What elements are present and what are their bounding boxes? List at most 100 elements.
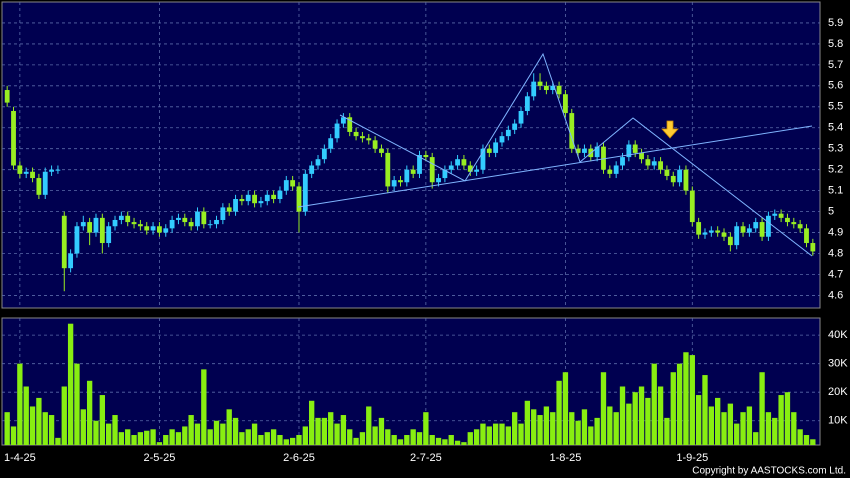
volume-bar — [442, 439, 448, 445]
trend-line — [339, 52, 813, 257]
candle-body — [734, 226, 740, 246]
candle-body — [543, 85, 549, 91]
volume-bar — [112, 415, 118, 445]
candle-body — [404, 169, 410, 183]
candle-body — [518, 110, 524, 124]
volume-bar — [784, 392, 791, 445]
volume-bar — [42, 412, 48, 445]
candle-body — [664, 169, 670, 176]
volume-bar — [429, 435, 435, 445]
volume-bar — [791, 412, 797, 445]
volume-bar — [607, 406, 613, 445]
volume-bar — [207, 429, 213, 445]
candle-body — [61, 215, 67, 269]
volume-bar — [600, 372, 607, 445]
volume-bar — [353, 437, 359, 445]
volume-bar — [4, 412, 10, 445]
candle-body — [766, 215, 771, 237]
candle-body — [740, 226, 746, 233]
candle-body — [639, 152, 644, 160]
volume-bar — [632, 392, 638, 445]
volume-bar — [657, 386, 664, 445]
candle-body — [493, 142, 499, 153]
volume-bar — [524, 400, 531, 445]
volume-bar — [48, 415, 55, 445]
candle-body — [582, 148, 587, 153]
candle-body — [753, 222, 759, 229]
candle-body — [607, 169, 613, 174]
candle-body — [353, 131, 359, 137]
volume-bar — [619, 386, 626, 445]
volume-bar — [118, 432, 125, 445]
candle-body — [537, 81, 543, 86]
y-tick-label: 5.4 — [828, 122, 843, 134]
candle-body — [436, 178, 441, 183]
volume-bar — [67, 323, 74, 445]
volume-bar — [309, 400, 315, 445]
candle-body — [512, 123, 518, 130]
volume-bar — [562, 372, 569, 445]
volume-bar — [283, 439, 289, 445]
candle-body — [30, 171, 35, 179]
arrow-marker — [661, 120, 679, 139]
candle-body — [702, 232, 708, 235]
volume-bar — [721, 412, 727, 445]
volume-bar — [347, 429, 353, 445]
volume-bar — [175, 432, 182, 445]
plot-layer: 40K 30K 20K 10K 1-4-25 2-5-25 2-6-25 2-7-25 1-8-… — [2, 2, 848, 464]
candle-body — [410, 169, 416, 174]
volume-bar — [321, 417, 328, 445]
volume-bar — [251, 423, 258, 445]
candle-body — [563, 94, 568, 114]
volume-bar — [80, 409, 86, 445]
candle-body — [74, 226, 80, 254]
volume-bar — [467, 432, 473, 445]
volume-bar — [201, 369, 207, 445]
volume-bar — [715, 397, 721, 445]
volume-bar — [645, 397, 651, 445]
volume-bar — [315, 417, 321, 445]
candle-body — [340, 117, 346, 124]
candle-body — [486, 148, 492, 153]
candle-body — [372, 140, 378, 149]
candle-body — [670, 175, 676, 183]
candle-body — [461, 159, 467, 166]
volume-bar — [416, 432, 423, 445]
candle-body — [17, 165, 23, 174]
candle-body — [239, 199, 245, 202]
volume-bar — [213, 420, 220, 445]
x-tick-label: 2-7-25 — [410, 452, 442, 464]
volume-bar — [150, 429, 156, 445]
volume-bar — [366, 406, 372, 445]
candle-body — [245, 194, 251, 202]
volume-bar — [86, 380, 93, 445]
volume-bar — [194, 423, 201, 445]
candle-body — [42, 171, 48, 195]
candle-body — [620, 157, 625, 166]
candle-body — [302, 173, 308, 212]
y-tick-label: 30K — [828, 358, 848, 370]
volume-bar — [537, 415, 543, 445]
volume-bar — [410, 429, 416, 445]
volume-bar — [638, 386, 645, 445]
volume-bar — [746, 406, 753, 445]
candle-body — [214, 219, 219, 225]
volume-bar — [99, 395, 105, 445]
candle-body — [271, 194, 277, 200]
candle-body — [4, 90, 10, 103]
candle-body — [49, 169, 54, 172]
volume-bar — [670, 372, 676, 445]
candle-body — [778, 213, 784, 218]
candle-body — [23, 171, 29, 174]
candle-body — [721, 232, 727, 237]
candle-body — [708, 230, 714, 233]
candle-body — [626, 144, 632, 158]
candle-body — [157, 226, 162, 233]
volume-bar — [480, 423, 486, 445]
volume-bar — [404, 435, 410, 445]
volume-bar — [17, 363, 23, 445]
volume-bar — [505, 426, 511, 445]
y-tick-label: 4.7 — [828, 268, 843, 280]
candle-body — [391, 180, 397, 187]
candle-body — [651, 161, 657, 166]
